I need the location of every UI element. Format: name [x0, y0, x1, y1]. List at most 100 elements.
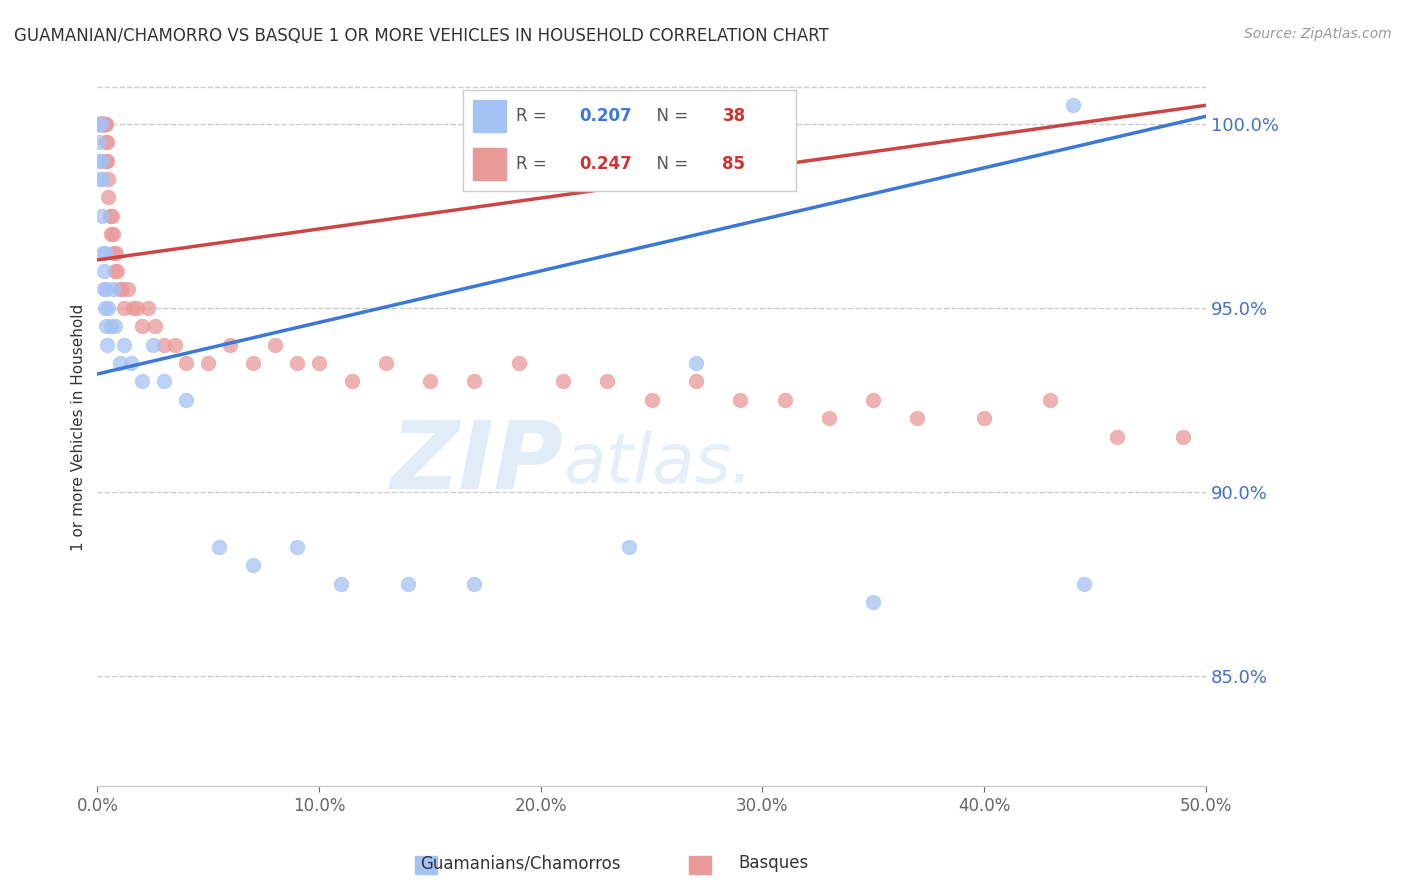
Point [728, 392, 751, 407]
Point [93, 117, 115, 131]
Point [396, 576, 419, 591]
Point [285, 540, 308, 554]
Point [143, 319, 166, 334]
Point [93, 245, 115, 260]
Text: atlas.: atlas. [562, 430, 754, 497]
Point [104, 319, 127, 334]
Point [862, 595, 884, 609]
Point [219, 337, 242, 351]
Point [94, 301, 117, 315]
Point [90, 117, 112, 131]
Point [91, 209, 114, 223]
Point [773, 392, 796, 407]
Point [619, 540, 641, 554]
Point [94, 117, 117, 131]
Point [242, 356, 264, 370]
Point [685, 356, 707, 370]
Point [105, 245, 128, 260]
Point [89, 117, 111, 131]
Point [117, 282, 139, 296]
Point [96, 135, 118, 149]
Point [1073, 576, 1095, 591]
Point [87, 117, 110, 131]
Point [153, 375, 176, 389]
Point [91, 117, 114, 131]
Point [93, 117, 115, 131]
Point [93, 117, 115, 131]
Point [90, 117, 112, 131]
Point [93, 117, 115, 131]
Point [91, 245, 114, 260]
Point [285, 356, 308, 370]
Point [153, 337, 176, 351]
Point [342, 375, 364, 389]
Point [1039, 392, 1062, 407]
Point [108, 282, 131, 296]
Point [100, 319, 122, 334]
Point [87, 117, 110, 131]
Point [596, 375, 619, 389]
Point [90, 117, 112, 131]
Point [96, 282, 118, 296]
Point [1327, 448, 1350, 462]
Point [91, 117, 114, 131]
Point [101, 227, 124, 241]
Point [89, 117, 111, 131]
Point [90, 117, 112, 131]
Point [197, 356, 219, 370]
Point [551, 375, 574, 389]
Text: Guamanians/Chamorros: Guamanians/Chamorros [420, 855, 620, 872]
Point [94, 135, 117, 149]
Point [862, 392, 884, 407]
Point [121, 301, 143, 315]
Point [101, 282, 124, 296]
Text: ZIP: ZIP [389, 417, 562, 509]
Point [90, 153, 112, 168]
Point [96, 153, 118, 168]
Point [97, 172, 120, 186]
Point [112, 337, 135, 351]
Point [103, 245, 125, 260]
Point [138, 301, 160, 315]
Point [89, 117, 111, 131]
Point [907, 411, 929, 425]
Point [108, 356, 131, 370]
Point [174, 392, 197, 407]
Point [87, 117, 110, 131]
Point [89, 117, 111, 131]
Point [105, 264, 128, 278]
Point [112, 301, 135, 315]
Point [90, 117, 112, 131]
Text: GUAMANIAN/CHAMORRO VS BASQUE 1 OR MORE VEHICLES IN HOUSEHOLD CORRELATION CHART: GUAMANIAN/CHAMORRO VS BASQUE 1 OR MORE V… [14, 27, 830, 45]
Point [463, 576, 485, 591]
Point [89, 117, 111, 131]
Point [685, 375, 707, 389]
Point [94, 117, 117, 131]
Point [242, 558, 264, 573]
Point [463, 375, 485, 389]
Point [263, 337, 285, 351]
Point [131, 319, 153, 334]
Point [96, 337, 118, 351]
Text: Source: ZipAtlas.com: Source: ZipAtlas.com [1244, 27, 1392, 41]
Point [90, 172, 112, 186]
Point [131, 375, 153, 389]
Point [89, 117, 111, 131]
Point [89, 117, 111, 131]
Point [419, 375, 441, 389]
Y-axis label: 1 or more Vehicles in Household: 1 or more Vehicles in Household [72, 303, 86, 551]
Point [98, 209, 121, 223]
Point [100, 209, 122, 223]
Point [508, 356, 530, 370]
Point [127, 301, 149, 315]
Point [100, 227, 122, 241]
Point [817, 411, 839, 425]
Point [308, 356, 330, 370]
Point [330, 576, 353, 591]
Point [93, 282, 115, 296]
Point [94, 319, 117, 334]
Point [640, 392, 662, 407]
Point [1216, 448, 1239, 462]
Point [1173, 429, 1195, 443]
Point [1105, 429, 1128, 443]
